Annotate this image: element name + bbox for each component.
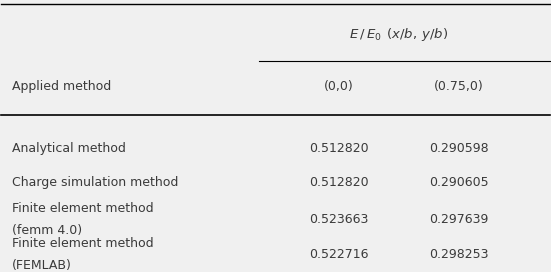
Text: Charge simulation method: Charge simulation method xyxy=(12,176,179,189)
Text: 0.298253: 0.298253 xyxy=(429,248,489,261)
Text: (0.75,0): (0.75,0) xyxy=(434,80,484,93)
Text: 0.297639: 0.297639 xyxy=(429,213,489,226)
Text: Applied method: Applied method xyxy=(12,80,112,93)
Text: (femm 4.0): (femm 4.0) xyxy=(12,224,83,237)
Text: Finite element method: Finite element method xyxy=(12,202,154,215)
Text: 0.522716: 0.522716 xyxy=(309,248,368,261)
Text: 0.290598: 0.290598 xyxy=(429,142,489,155)
Text: 0.290605: 0.290605 xyxy=(429,176,489,189)
Text: Finite element method: Finite element method xyxy=(12,237,154,250)
Text: 0.523663: 0.523663 xyxy=(309,213,368,226)
Text: (FEMLAB): (FEMLAB) xyxy=(12,259,72,272)
Text: 0.512820: 0.512820 xyxy=(309,176,369,189)
Text: (0,0): (0,0) xyxy=(323,80,353,93)
Text: 0.512820: 0.512820 xyxy=(309,142,369,155)
Text: $E\,/\,E_0\;\,(x/b,\,y/b)$: $E\,/\,E_0\;\,(x/b,\,y/b)$ xyxy=(349,26,449,44)
Text: Analytical method: Analytical method xyxy=(12,142,126,155)
